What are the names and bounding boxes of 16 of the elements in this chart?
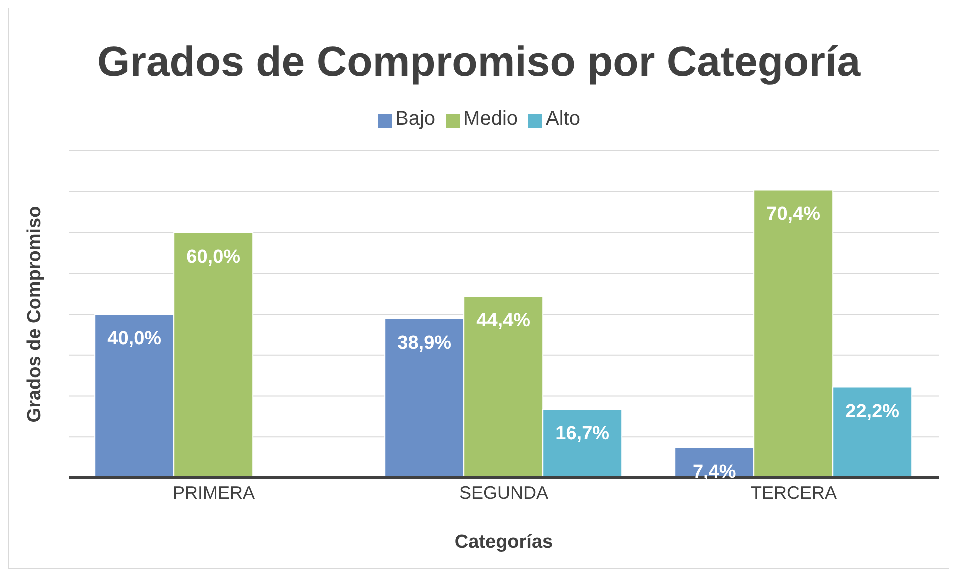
data-label: 70,4%	[766, 204, 821, 226]
legend-label: Bajo	[396, 108, 436, 130]
legend-label: Medio	[464, 108, 518, 130]
y-axis-title: Grados de Compromiso	[24, 206, 46, 423]
x-tick-label: SEGUNDA	[459, 482, 549, 503]
x-tick-label: TERCERA	[750, 482, 838, 503]
data-label: 40,0%	[108, 328, 162, 350]
data-label: 22,2%	[846, 401, 900, 422]
legend-label: Alto	[546, 108, 580, 130]
x-axis-title: Categorías	[454, 532, 554, 553]
data-label: 16,7%	[556, 424, 610, 445]
chart-title: Grados de Compromiso por Categoría	[96, 37, 862, 87]
data-label: 38,9%	[398, 332, 452, 354]
x-tick-label: PRIMERA	[172, 482, 256, 503]
data-label: 44,4%	[476, 310, 531, 332]
data-label: 60,0%	[186, 246, 241, 268]
